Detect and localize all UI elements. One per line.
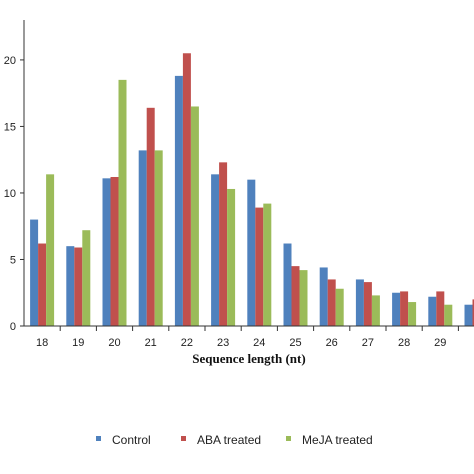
bar: [392, 292, 401, 326]
y-ticks-group: 0 5 10 15 20: [4, 55, 24, 333]
bar: [247, 179, 256, 326]
bar: [227, 188, 236, 326]
bar: [335, 288, 344, 326]
bar: [400, 291, 409, 326]
x-axis-label: Sequence length (nt): [192, 351, 305, 366]
bar: [363, 282, 372, 326]
y-tick-label: 0: [10, 321, 16, 333]
bar: [182, 53, 191, 327]
legend: Control ABA treated MeJA treated: [96, 433, 373, 447]
bar: [174, 75, 183, 326]
bar: [371, 295, 380, 326]
bar: [30, 219, 39, 326]
bar: [46, 174, 55, 326]
bar: [38, 243, 47, 326]
bar: [110, 176, 119, 326]
y-tick-label: 10: [4, 188, 16, 200]
y-tick-label: 5: [10, 254, 16, 266]
y-tick-label: 20: [4, 55, 16, 67]
legend-swatch: [181, 436, 186, 441]
bar: [319, 267, 328, 326]
legend-label: Control: [112, 433, 151, 447]
bar: [291, 266, 300, 326]
bar: [74, 247, 83, 326]
bar: [263, 203, 272, 326]
bar: [299, 270, 308, 326]
bar: [146, 107, 155, 327]
legend-label: ABA treated: [197, 433, 261, 447]
bar: [464, 304, 473, 326]
bar: [327, 279, 336, 326]
x-tick-label: 20: [108, 337, 120, 349]
bar: [102, 178, 111, 326]
bar: [255, 207, 264, 326]
x-tick-label: 26: [326, 337, 338, 349]
bar: [211, 174, 220, 326]
bar: [190, 106, 199, 326]
legend-swatch: [286, 436, 291, 441]
x-ticks-group: 1819202122232425262728293: [36, 326, 474, 349]
x-tick-label: 21: [145, 337, 157, 349]
bar: [428, 296, 437, 326]
bar: [219, 162, 228, 326]
bar: [436, 291, 445, 326]
x-tick-label: 18: [36, 337, 48, 349]
bar: [355, 279, 364, 326]
legend-label: MeJA treated: [302, 433, 373, 447]
legend-swatch: [96, 436, 101, 441]
bar: [66, 246, 75, 326]
bar: [118, 79, 127, 326]
y-tick-label: 15: [4, 121, 16, 133]
bar: [82, 230, 91, 326]
bar: [138, 150, 147, 326]
bar: [154, 150, 163, 326]
x-tick-label: 23: [217, 337, 229, 349]
bar: [472, 299, 474, 326]
bar: [444, 304, 453, 326]
x-tick-label: 24: [253, 337, 265, 349]
x-tick-label: 27: [362, 337, 374, 349]
x-tick-label: 28: [398, 337, 410, 349]
bars-group: [30, 53, 474, 327]
x-tick-label: 25: [289, 337, 301, 349]
bar: [408, 302, 417, 326]
bar: [283, 243, 292, 326]
x-tick-label: 19: [72, 337, 84, 349]
x-tick-label: 22: [181, 337, 193, 349]
x-tick-label: 29: [434, 337, 446, 349]
